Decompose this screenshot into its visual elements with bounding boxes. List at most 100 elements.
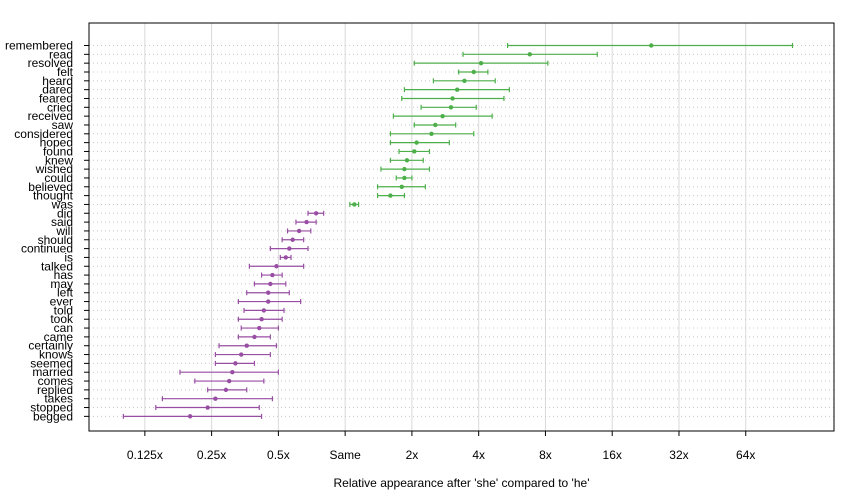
estimate-point <box>268 281 273 287</box>
word-label: stopped <box>30 401 73 415</box>
estimate-point <box>433 122 438 128</box>
word-label: begged <box>33 409 73 423</box>
estimate-point <box>471 69 476 75</box>
word-label: may <box>50 277 73 291</box>
word-label: cried <box>47 100 73 114</box>
word-label: heard <box>42 74 73 88</box>
estimate-point <box>402 166 407 172</box>
x-tick-label: 0.125x <box>127 448 163 462</box>
word-label: came <box>44 330 74 344</box>
x-axis: 0.125x 0.25x 0.5x Same 2x 4x 8x 16x 32x 64x <box>127 431 755 462</box>
word-label: felt <box>57 65 74 79</box>
estimate-point <box>233 361 238 366</box>
word-label: believed <box>28 180 73 194</box>
word-label: received <box>28 109 73 123</box>
estimate-point <box>205 405 210 410</box>
y-axis: rememberedreadresolvedfelthearddaredfear… <box>5 39 89 423</box>
estimate-point <box>266 290 271 295</box>
estimate-point <box>239 352 244 357</box>
x-tick-label: 0.25x <box>197 448 226 462</box>
x-tick-label: 64x <box>736 448 755 462</box>
estimate-point <box>414 140 419 145</box>
estimate-point <box>244 343 249 348</box>
word-label: is <box>64 250 73 264</box>
estimate-point <box>388 193 393 198</box>
word-label: hoped <box>40 136 73 150</box>
word-label: will <box>55 224 73 238</box>
estimate-point <box>313 211 319 216</box>
grid-layer <box>89 23 834 431</box>
word-label: takes <box>44 392 73 406</box>
word-label: comes <box>38 374 73 388</box>
estimate-point <box>448 105 454 110</box>
estimate-point <box>290 237 295 242</box>
word-label: was <box>51 197 73 211</box>
word-label: left <box>57 286 74 300</box>
estimate-point <box>429 131 434 136</box>
x-axis-title: Relative appearance after 'she' compared… <box>334 476 590 490</box>
word-label: continued <box>21 242 73 256</box>
estimate-point <box>266 299 271 304</box>
estimate-point <box>399 184 404 189</box>
word-label: remembered <box>5 39 73 53</box>
estimate-point <box>223 387 229 393</box>
word-label: should <box>38 233 73 247</box>
estimate-point <box>259 317 264 322</box>
estimate-point <box>213 396 218 401</box>
word-label: seemed <box>30 356 73 370</box>
x-tick-label: 32x <box>669 448 688 462</box>
estimate-point <box>230 370 235 375</box>
estimate-point <box>296 228 302 234</box>
estimate-point <box>283 255 288 260</box>
word-label: thought <box>33 189 74 203</box>
word-label: read <box>49 47 73 61</box>
estimate-point <box>404 158 410 163</box>
estimate-point <box>261 308 267 313</box>
estimate-point <box>462 78 467 84</box>
word-label: dared <box>42 83 73 97</box>
estimate-point <box>270 272 275 278</box>
estimate-point <box>527 52 532 57</box>
x-tick-label: 2x <box>406 448 419 462</box>
estimate-point <box>352 202 357 207</box>
estimate-point <box>454 87 460 92</box>
word-label: resolved <box>28 56 73 70</box>
estimate-point <box>304 219 309 225</box>
word-label: said <box>51 215 73 229</box>
word-label: replied <box>37 383 73 397</box>
estimate-point <box>440 113 445 119</box>
estimate-point <box>450 96 455 101</box>
word-label: told <box>54 303 73 317</box>
marks-layer <box>122 43 794 419</box>
x-tick-label: 16x <box>603 448 622 462</box>
estimate-point <box>478 60 484 66</box>
word-label: found <box>43 144 73 158</box>
word-label: can <box>54 321 73 335</box>
estimate-point <box>187 414 193 419</box>
word-label: wished <box>35 162 73 176</box>
x-tick-label: 0.5x <box>267 448 290 462</box>
word-label: married <box>32 365 73 379</box>
word-label: talked <box>41 259 73 273</box>
word-label: could <box>44 171 73 185</box>
word-label: knows <box>39 348 73 362</box>
word-label: ever <box>50 295 73 309</box>
word-label: saw <box>52 118 74 132</box>
estimate-point <box>649 43 654 48</box>
estimate-point <box>252 334 257 340</box>
word-label: has <box>54 268 73 282</box>
word-label: took <box>50 312 74 326</box>
x-tick-label: Same <box>329 448 361 462</box>
x-tick-label: 8x <box>539 448 552 462</box>
word-label: feared <box>39 91 73 105</box>
word-label: did <box>57 206 73 220</box>
estimate-point <box>412 149 417 154</box>
estimate-point <box>274 264 279 269</box>
word-label: certainly <box>28 339 73 353</box>
word-label: knew <box>45 153 73 167</box>
word-label: considered <box>14 127 73 141</box>
estimate-point <box>287 246 292 251</box>
estimate-point <box>257 325 262 331</box>
